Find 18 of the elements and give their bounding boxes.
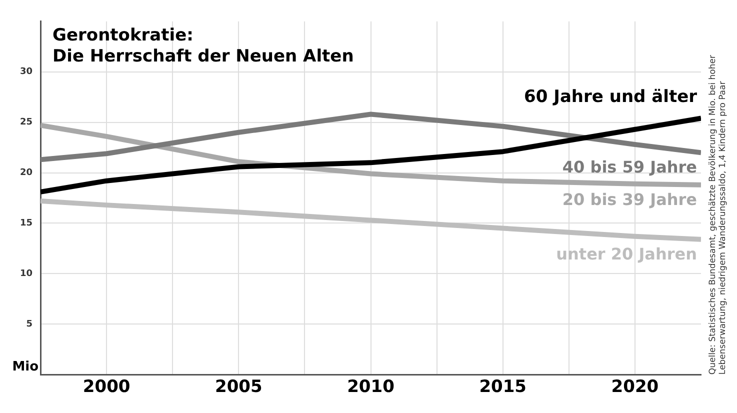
series-label: 40 bis 59 Jahre <box>562 158 698 177</box>
y-tick-label: 10 <box>20 269 33 280</box>
y-tick-label: 15 <box>20 218 33 229</box>
y-tick-label: 25 <box>20 118 33 128</box>
y-axis-title: Mio <box>12 359 39 374</box>
x-tick-label: 2000 <box>82 377 130 398</box>
x-tick-label: 2020 <box>611 377 659 398</box>
x-tick-label: 2015 <box>479 377 527 398</box>
series-label: unter 20 Jahren <box>556 244 697 264</box>
y-tick-label: 5 <box>26 319 33 330</box>
x-tick-label: 2005 <box>215 377 262 398</box>
y-tick-label: 20 <box>20 168 33 178</box>
x-tick-label: 2010 <box>347 377 395 398</box>
series-label: 20 bis 39 Jahre <box>562 190 698 210</box>
text: Gerontokratie: Die Herrschaft der Neuen Alten <box>52 25 354 66</box>
source-note: Quelle: Statistisches Bundesamt, geschätzte Bevölkerung in Mio. bei hoher Lebenserwartung, niedrigem Wanderungssaldo, 1,4 Kindern pro Paar <box>708 54 728 375</box>
y-tick-label: 30 <box>20 67 33 78</box>
series-label: 60 Jahre und älter <box>524 87 698 108</box>
